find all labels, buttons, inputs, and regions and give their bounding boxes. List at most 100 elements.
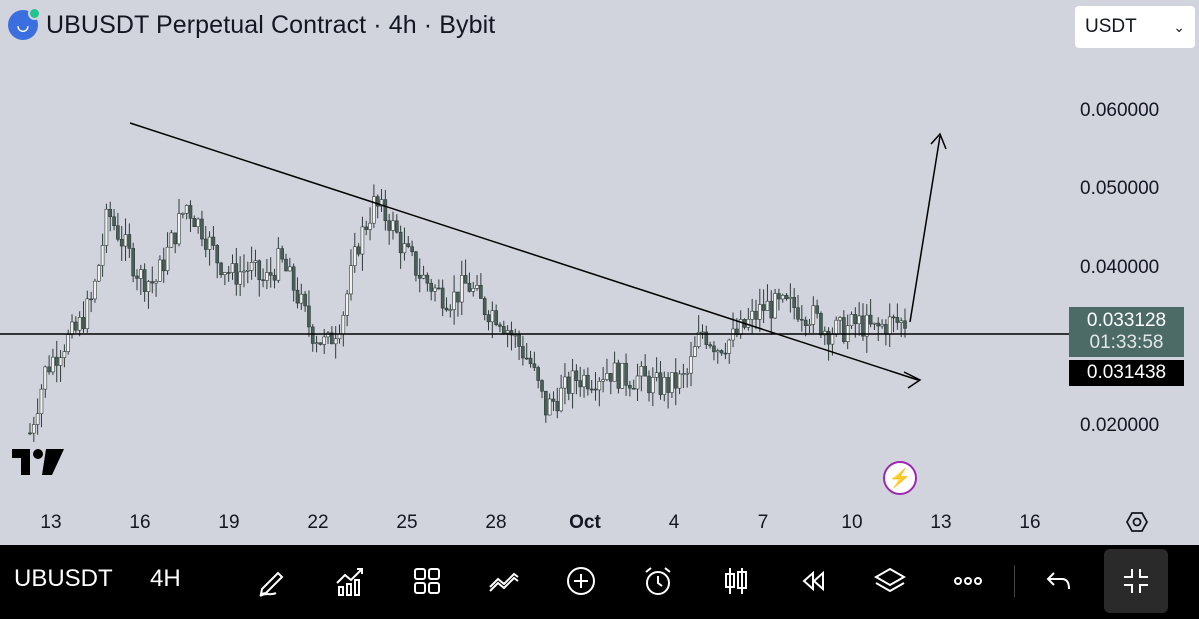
candle-down <box>628 384 632 389</box>
candle-down <box>284 258 288 272</box>
candle-up <box>177 213 181 245</box>
candle-up <box>807 324 812 326</box>
candle-down <box>74 321 78 331</box>
candle-up <box>758 304 762 320</box>
candle-up <box>43 366 48 390</box>
candle-down <box>467 282 472 292</box>
candles-icon[interactable] <box>718 563 754 599</box>
candle-up <box>238 271 242 285</box>
candle-up <box>242 270 246 273</box>
chart-area[interactable]: ◡ UBUSDT Perpetual Contract · 4h · Bybit… <box>0 0 1199 545</box>
replay-icon[interactable] <box>795 563 831 599</box>
candle-down <box>719 350 724 354</box>
settings-icon[interactable] <box>1125 510 1149 534</box>
candle-up <box>605 373 609 380</box>
candle-up <box>887 316 892 335</box>
candle-down <box>291 266 296 291</box>
candle-down <box>219 262 223 275</box>
candle-up <box>341 315 346 335</box>
layers-icon[interactable] <box>872 563 908 599</box>
candle-up <box>746 318 751 328</box>
candle-down <box>517 334 521 347</box>
add-icon[interactable] <box>563 563 599 599</box>
candle-down <box>895 317 900 323</box>
candle-down <box>498 324 502 327</box>
date-axis-label: 10 <box>841 512 863 533</box>
date-axis-label: 28 <box>485 512 507 533</box>
date-axis-label: 19 <box>218 512 240 533</box>
candle-up <box>559 387 563 412</box>
candle-down <box>28 432 32 435</box>
candle-up <box>165 246 170 272</box>
candle-up <box>32 424 36 434</box>
candle-down <box>673 372 678 389</box>
candle-down <box>383 199 388 222</box>
candle-up <box>620 362 625 389</box>
candle-down <box>398 231 403 254</box>
symbol-button[interactable]: UBUSDT <box>14 565 113 592</box>
candle-down <box>712 345 716 353</box>
candle-down <box>876 322 881 327</box>
candle-down <box>815 305 819 314</box>
candle-up <box>651 377 655 394</box>
candle-up <box>123 234 128 247</box>
date-axis-label: 13 <box>40 512 62 533</box>
exit-fullscreen-icon[interactable] <box>1104 549 1168 613</box>
draw-icon[interactable] <box>254 563 290 599</box>
candle-down <box>406 243 411 247</box>
candle-up <box>265 272 269 281</box>
candle-up <box>326 332 330 338</box>
candle-down <box>410 246 414 253</box>
candle-up <box>253 260 258 263</box>
templates-icon[interactable] <box>409 563 445 599</box>
candle-down <box>803 319 808 326</box>
candle-down <box>777 293 781 300</box>
indicators-icon[interactable] <box>332 563 368 599</box>
candle-up <box>402 243 407 254</box>
candle-up <box>207 236 212 250</box>
candle-up <box>100 245 105 266</box>
candle-up <box>77 317 82 331</box>
currency-select[interactable]: USDT ⌄ <box>1075 6 1195 48</box>
candle-down <box>704 331 709 345</box>
candle-down <box>482 298 487 315</box>
candle-down <box>417 275 422 279</box>
alert-icon[interactable] <box>640 563 676 599</box>
candle-up <box>601 379 605 382</box>
candle-up <box>612 362 617 382</box>
candle-down <box>853 314 858 325</box>
price-axis-label: 0.020000 <box>1080 415 1160 436</box>
candle-down <box>456 291 460 303</box>
more-icon[interactable] <box>950 563 986 599</box>
horizontal-line-price-badge: 0.031438 <box>1069 360 1184 386</box>
candle-up <box>838 317 842 321</box>
price-chart[interactable] <box>0 0 1199 545</box>
candle-down <box>89 298 93 301</box>
candle-down <box>303 293 307 307</box>
candle-down <box>192 218 197 227</box>
undo-icon[interactable] <box>1040 563 1076 599</box>
candle-down <box>112 216 116 227</box>
candle-up <box>834 319 839 335</box>
candle-up <box>635 375 640 390</box>
candle-down <box>521 346 525 359</box>
candle-down <box>566 376 571 394</box>
descending-trendline <box>129 122 919 381</box>
candle-up <box>727 339 732 354</box>
candle-down <box>647 375 651 394</box>
candle-up <box>693 346 697 357</box>
candle-down <box>578 380 583 388</box>
candle-down <box>666 377 670 393</box>
compare-icon[interactable] <box>486 563 522 599</box>
currency-select-value: USDT <box>1085 16 1137 37</box>
bottom-toolbar: UBUSDT 4H <box>0 545 1199 619</box>
candle-up <box>181 212 185 215</box>
date-axis-label: 13 <box>930 512 952 533</box>
candle-countdown: 01:33:58 <box>1089 332 1164 353</box>
candle-up <box>349 265 353 295</box>
candle-down <box>800 318 804 321</box>
candle-up <box>570 370 575 394</box>
lightning-icon[interactable]: ⚡ <box>883 461 917 495</box>
interval-button[interactable]: 4H <box>150 565 181 592</box>
candle-down <box>47 366 51 373</box>
